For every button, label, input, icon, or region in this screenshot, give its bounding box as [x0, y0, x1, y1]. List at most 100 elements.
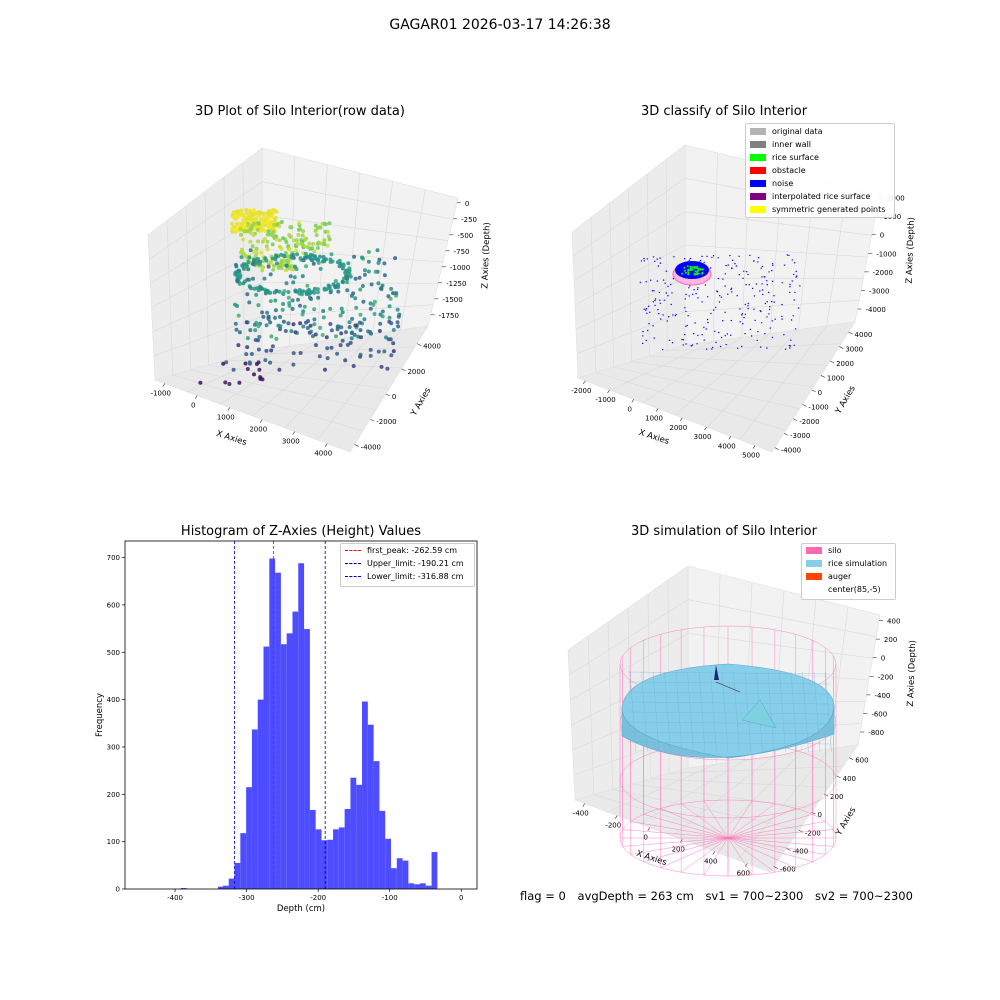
data-point	[242, 228, 246, 233]
noise-point	[643, 260, 645, 262]
histogram-bar	[234, 862, 241, 889]
legend-entry: original data	[750, 127, 822, 136]
legend-entry: center(85,-5)	[806, 585, 881, 594]
legend-swatch	[750, 141, 766, 148]
data-point	[262, 215, 266, 220]
data-point	[270, 344, 275, 349]
data-point	[294, 248, 299, 253]
data-point	[312, 254, 317, 259]
data-point	[338, 313, 343, 318]
data-point	[307, 254, 312, 259]
rice-surface-point	[691, 268, 694, 271]
noise-point	[799, 285, 801, 287]
legend-swatch	[750, 154, 766, 161]
data-point	[312, 249, 317, 254]
tick	[354, 444, 359, 447]
data-point	[310, 246, 315, 251]
x-tick-label: 5000	[742, 452, 760, 460]
noise-point	[717, 257, 719, 259]
data-point	[305, 326, 310, 330]
noise-point	[701, 334, 703, 336]
noise-point	[674, 315, 676, 317]
legend-swatch	[806, 573, 822, 580]
data-point	[322, 238, 327, 243]
histogram-bar	[356, 784, 363, 889]
noise-point	[731, 267, 733, 269]
data-point	[290, 306, 295, 311]
noise-point	[657, 309, 659, 311]
legend-entry: obstacle	[750, 166, 806, 175]
legend-label: noise	[772, 179, 794, 188]
noise-point	[768, 313, 770, 315]
noise-point	[757, 257, 760, 259]
legend-label: inner wall	[772, 140, 812, 149]
noise-point	[668, 316, 670, 318]
data-point	[255, 211, 260, 216]
noise-point	[720, 336, 723, 339]
y-tick-label: -4000	[781, 447, 801, 455]
z-tick-label: 0	[881, 655, 885, 663]
noise-point	[766, 347, 768, 349]
data-point	[391, 328, 396, 332]
z-tick-label: -1250	[446, 280, 466, 288]
data-point	[376, 281, 381, 286]
data-point	[352, 254, 357, 259]
data-point	[301, 289, 306, 294]
data-point	[247, 255, 252, 260]
data-point	[248, 328, 253, 333]
noise-point	[773, 295, 775, 297]
noise-point	[656, 280, 659, 282]
data-point	[245, 367, 250, 371]
tick	[849, 757, 854, 760]
noise-point	[653, 337, 655, 339]
y-tick-label: 4000	[423, 343, 441, 351]
data-point	[255, 257, 259, 261]
data-point	[291, 280, 296, 285]
data-point	[315, 225, 320, 230]
noise-point	[672, 277, 675, 280]
histogram-bar	[280, 644, 287, 889]
data-point	[368, 306, 373, 311]
noise-point	[781, 315, 783, 318]
surface-mesh	[733, 671, 740, 753]
data-point	[268, 299, 273, 304]
noise-point	[642, 330, 644, 333]
data-point	[282, 254, 287, 259]
z-tick-label: -1500	[442, 296, 462, 304]
noise-point	[645, 281, 647, 283]
noise-point	[686, 324, 688, 327]
histogram-bar	[269, 558, 276, 889]
data-point	[232, 224, 236, 229]
data-point	[337, 258, 342, 263]
data-point	[321, 315, 326, 320]
noise-point	[652, 256, 655, 258]
x-tick-label: 4000	[314, 450, 332, 458]
noise-point	[757, 331, 759, 333]
noise-point	[645, 309, 647, 311]
noise-point	[697, 334, 699, 337]
noise-point	[764, 333, 766, 335]
surface-mesh	[698, 671, 706, 753]
histogram-bar	[263, 646, 270, 889]
data-point	[249, 216, 254, 221]
data-point	[257, 367, 262, 372]
x-tick-label: -200	[310, 894, 326, 902]
data-point	[293, 330, 298, 335]
data-point	[264, 244, 269, 249]
data-point	[237, 282, 242, 286]
data-point	[379, 286, 383, 291]
tick	[752, 445, 756, 449]
data-point	[334, 334, 338, 339]
data-point	[277, 244, 282, 249]
data-point	[353, 276, 358, 281]
rice-surface-point	[691, 266, 694, 269]
x-tick-label: -200	[605, 822, 621, 830]
histogram-bar	[350, 777, 357, 889]
data-point	[328, 306, 333, 311]
noise-point	[718, 301, 721, 303]
tick	[325, 443, 328, 447]
histogram-bar	[223, 885, 229, 889]
legend-line-swatch	[345, 576, 361, 577]
noise-point	[705, 348, 708, 350]
classify-legend: original data inner wall rice surface obsta…	[745, 123, 895, 218]
